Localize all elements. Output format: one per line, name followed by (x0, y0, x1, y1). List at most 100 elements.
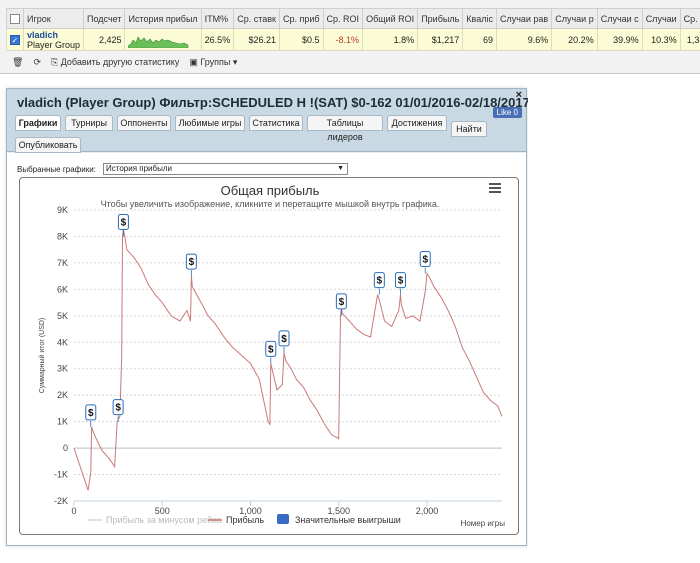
legend-label[interactable]: Прибыль (226, 515, 264, 525)
y-axis-label: Суммарный итог (USD) (38, 318, 46, 394)
stat-cell: 39.9% (596, 28, 643, 51)
tab-statistics[interactable]: Статистика (249, 115, 303, 131)
column-header[interactable]: История прибыл (124, 8, 202, 29)
big-win-marker[interactable] (85, 404, 97, 421)
player-name[interactable]: vladich (27, 29, 59, 40)
big-win-marker-label: $ (398, 276, 404, 287)
big-win-marker[interactable] (335, 293, 347, 310)
chart-frame[interactable]: Общая прибыль Чтобы увеличить изображение… (19, 177, 519, 535)
trash-icon[interactable]: 🗑 (12, 57, 24, 67)
big-win-marker-label: $ (121, 217, 127, 228)
tab-charts[interactable]: Графики (15, 115, 61, 131)
x-tick-label: 2,000 (416, 506, 439, 516)
y-tick-label: 4K (57, 337, 68, 347)
select-all-header[interactable] (6, 8, 24, 29)
big-win-marker[interactable] (117, 213, 129, 230)
column-header[interactable]: Ср. ROI (322, 8, 364, 29)
big-win-marker[interactable] (395, 272, 407, 289)
column-header[interactable]: Ср. приб (278, 8, 324, 29)
profit-cell: $1,217 (417, 28, 464, 51)
column-header[interactable]: Случаи с (596, 8, 643, 29)
right-blank-area (528, 88, 700, 546)
profit-sparkline (128, 35, 189, 48)
itm-cell: 26.5% (200, 28, 235, 51)
y-tick-label: 3K (57, 364, 68, 374)
chart-select[interactable]: История прибыли ▼ (103, 163, 348, 175)
report-header: vladich (Player Group) Фильтр:SCHEDULED … (7, 89, 530, 153)
count-cell: 2,425 (83, 28, 126, 51)
stat-cell: 1,389 (679, 28, 700, 51)
chart-select-value: История прибыли (106, 164, 172, 173)
player-cell[interactable]: vladich Player Group (22, 28, 85, 51)
column-header[interactable]: Ср. уч (679, 8, 700, 29)
big-win-marker[interactable] (185, 253, 197, 270)
legend-label[interactable]: Значительные выигрыши (295, 515, 401, 525)
column-header[interactable]: Подсчет (83, 8, 126, 29)
x-tick-label: 1,000 (239, 506, 262, 516)
y-tick-label: 9K (57, 205, 68, 215)
big-win-marker[interactable] (419, 250, 431, 267)
chart-subtitle: Чтобы увеличить изображение, кликните и … (101, 199, 440, 209)
stats-footer: 🗑 ⟳ ⎘ Добавить другую статистику ▣ Групп… (12, 57, 237, 68)
big-win-marker[interactable] (112, 399, 124, 416)
big-win-marker-label: $ (281, 334, 287, 345)
chevron-down-icon: ▼ (337, 165, 344, 172)
x-axis-label: Номер игры (461, 519, 506, 528)
big-win-marker-label: $ (115, 403, 121, 414)
tab-find[interactable]: Найти (451, 121, 487, 137)
select-all-checkbox[interactable] (10, 13, 20, 24)
stat-cell: 20.2% (551, 28, 598, 51)
y-tick-label: 6K (57, 284, 68, 294)
tab-opponents[interactable]: Оппоненты (117, 115, 171, 131)
chart-menu-icon[interactable] (489, 183, 501, 193)
y-tick-label: 7K (57, 258, 68, 268)
x-tick-label: 0 (71, 506, 76, 516)
add-stat-label: Добавить другую статистику (60, 57, 180, 67)
tab-leaderboards[interactable]: Таблицы лидеров (307, 115, 383, 142)
tab-publish[interactable]: Опубликовать (15, 137, 81, 153)
column-header[interactable]: Кваліс (462, 8, 497, 29)
close-button[interactable]: × (515, 89, 522, 101)
y-tick-label: 2K (57, 390, 68, 400)
big-win-marker[interactable] (278, 330, 290, 347)
column-header[interactable]: Игрок (22, 8, 85, 29)
big-win-marker[interactable] (265, 340, 277, 357)
report-window: vladich (Player Group) Фильтр:SCHEDULED … (6, 88, 530, 546)
column-header[interactable]: Ср. ставк (233, 8, 280, 29)
big-win-marker[interactable] (373, 272, 385, 289)
refresh-icon[interactable]: ⟳ (33, 57, 41, 67)
add-stat-link[interactable]: ⎘ Добавить другую статистику (50, 57, 180, 67)
profit-history-sparkline-cell (124, 28, 202, 51)
tab-favorite-games[interactable]: Любимые игры (175, 115, 245, 131)
column-header[interactable]: Случаи (641, 8, 681, 29)
table-row[interactable]: ✓ vladich Player Group 2,425 26.5% $26.2… (6, 28, 700, 51)
stat-cell: 10.3% (641, 28, 681, 51)
report-body: Выбранные графики: История прибыли ▼ Общ… (7, 153, 526, 545)
stats-table: Игрок Подсчет История прибыл ITM% Ср. ст… (6, 8, 700, 51)
groups-dropdown[interactable]: ▣ Группы ▾ (189, 57, 238, 67)
tab-tournaments[interactable]: Турниры (65, 115, 113, 131)
y-tick-label: 0 (63, 443, 68, 453)
x-tick-label: 1,500 (327, 506, 350, 516)
column-header[interactable]: Общий ROI (362, 8, 419, 29)
stats-panel: Игрок Подсчет История прибыл ITM% Ср. ст… (0, 0, 700, 74)
big-win-marker-label: $ (268, 344, 274, 355)
big-win-marker-label: $ (339, 297, 345, 308)
tab-achievements[interactable]: Достижения (387, 115, 447, 131)
stats-header-row: Игрок Подсчет История прибыл ITM% Ср. ст… (6, 8, 700, 29)
column-header[interactable]: ITM% (200, 8, 235, 29)
row-checkbox-cell[interactable]: ✓ (6, 28, 24, 51)
like-button[interactable]: Like 0 (492, 107, 522, 118)
legend-label[interactable]: Прибыль за минусом рейка (106, 515, 221, 525)
player-group: Player Group (27, 39, 81, 50)
report-title: vladich (Player Group) Фильтр:SCHEDULED … (17, 95, 530, 110)
big-win-marker-label: $ (422, 254, 428, 265)
legend-swatch[interactable] (277, 514, 289, 524)
column-header[interactable]: Случаи рав (495, 8, 553, 29)
x-tick-label: 500 (155, 506, 170, 516)
column-header[interactable]: Случаи р (551, 8, 598, 29)
row-checkbox[interactable]: ✓ (10, 34, 20, 45)
column-header[interactable]: Прибыль (417, 8, 464, 29)
avg-profit-cell: $0.5 (278, 28, 324, 51)
